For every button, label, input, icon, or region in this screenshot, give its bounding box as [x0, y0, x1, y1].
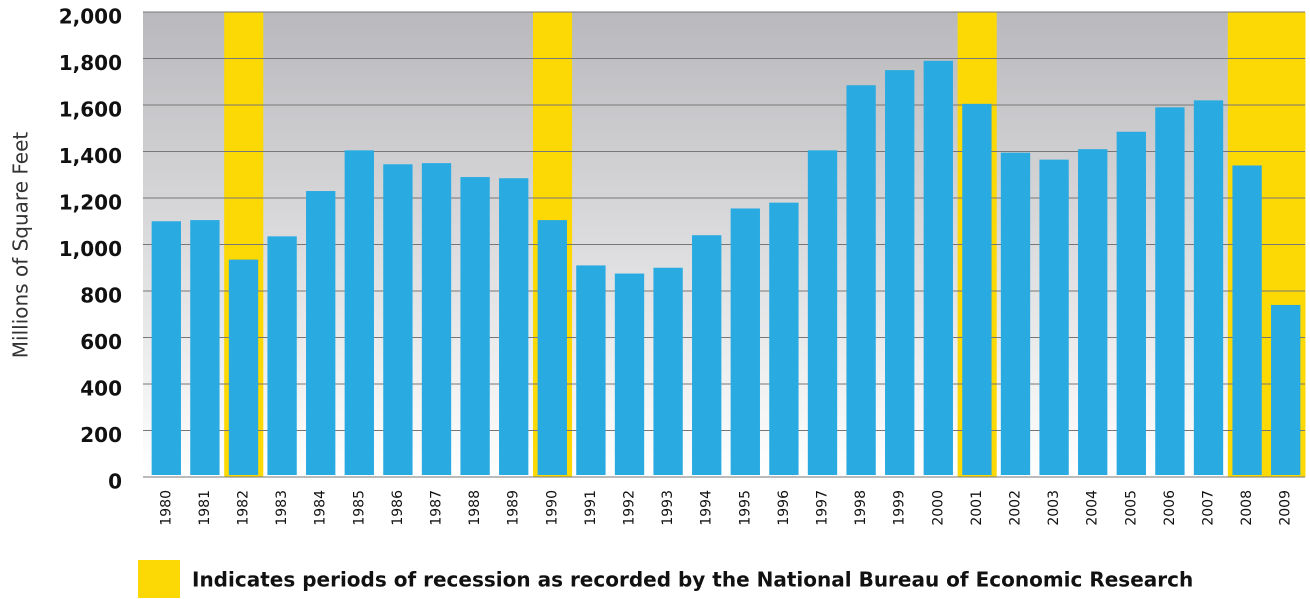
- bar: [421, 163, 452, 475]
- x-tick-label: 2001: [969, 490, 985, 526]
- bar: [306, 191, 336, 475]
- x-tick-label: 1986: [390, 490, 406, 526]
- bar: [1232, 165, 1262, 475]
- bar: [885, 70, 915, 475]
- x-tick-label: 1982: [236, 490, 252, 526]
- x-tick-label: 2009: [1278, 490, 1294, 526]
- x-tick-label: 2006: [1162, 490, 1178, 526]
- bar: [653, 267, 683, 475]
- x-tick-label: 1981: [197, 490, 213, 526]
- x-tick-label: 1983: [274, 490, 290, 526]
- bar: [846, 85, 876, 476]
- bar: [1193, 100, 1224, 475]
- y-tick-label: 1,000: [59, 237, 122, 261]
- x-tick-label: 1993: [660, 490, 676, 526]
- y-tick-label: 800: [80, 284, 122, 308]
- bar: [1155, 107, 1185, 475]
- bar: [228, 259, 259, 475]
- x-tick-label: 1992: [622, 490, 638, 526]
- x-tick-label: 1995: [737, 490, 753, 526]
- bar: [537, 220, 567, 475]
- x-tick-label: 1991: [583, 490, 599, 526]
- x-tick-label: 2004: [1085, 490, 1101, 526]
- bar: [460, 177, 490, 475]
- x-tick-label: 1999: [892, 490, 908, 526]
- y-tick-label: 1,800: [59, 51, 122, 75]
- bar: [614, 273, 645, 475]
- bar: [383, 164, 413, 475]
- bar: [1116, 131, 1146, 476]
- x-tick-label: 2003: [1046, 490, 1062, 526]
- x-tick-label: 1994: [699, 490, 715, 526]
- y-tick-label: 1,200: [59, 191, 122, 215]
- bar: [730, 208, 760, 475]
- legend-swatch: [138, 560, 180, 598]
- bar: [1000, 152, 1031, 475]
- x-tick-label: 2005: [1123, 490, 1139, 526]
- x-tick-label: 1989: [506, 490, 522, 526]
- y-tick-label: 200: [80, 423, 122, 447]
- bar: [692, 235, 722, 475]
- x-tick-label: 2008: [1239, 490, 1255, 526]
- y-tick-label: 400: [80, 377, 122, 401]
- bar: [1039, 159, 1069, 475]
- bar: [151, 221, 181, 475]
- bar: [962, 103, 992, 476]
- bar: [344, 150, 374, 475]
- bar: [923, 60, 953, 475]
- x-tick-label: 2002: [1008, 490, 1024, 526]
- x-tick-label: 1998: [853, 490, 869, 526]
- x-tick-label: 1988: [467, 490, 483, 526]
- x-tick-label: 1985: [351, 490, 367, 526]
- x-tick-label: 1980: [158, 490, 174, 526]
- y-tick-label: 1,600: [59, 98, 122, 122]
- bar: [499, 178, 529, 476]
- y-tick-label: 0: [108, 470, 122, 494]
- bar: [1271, 304, 1301, 475]
- x-tick-label: 1990: [544, 490, 560, 526]
- x-tick-label: 1997: [815, 490, 831, 526]
- x-tick-label: 1984: [313, 490, 329, 526]
- bar: [267, 236, 297, 475]
- bar: [769, 202, 799, 475]
- x-tick-label: 2007: [1201, 490, 1217, 526]
- x-tick-label: 1996: [776, 490, 792, 526]
- y-tick-label: 2,000: [59, 5, 122, 29]
- x-tick-label: 1987: [429, 490, 445, 526]
- bar: [1078, 149, 1108, 476]
- y-tick-label: 600: [80, 330, 122, 354]
- y-axis-label: Millions of Square Feet: [9, 132, 33, 359]
- bar: [576, 265, 606, 475]
- x-tick-label: 2000: [930, 490, 946, 526]
- legend-text: Indicates periods of recession as record…: [192, 568, 1193, 592]
- bar: [807, 150, 838, 475]
- bar: [190, 220, 220, 475]
- y-tick-label: 1,400: [59, 144, 122, 168]
